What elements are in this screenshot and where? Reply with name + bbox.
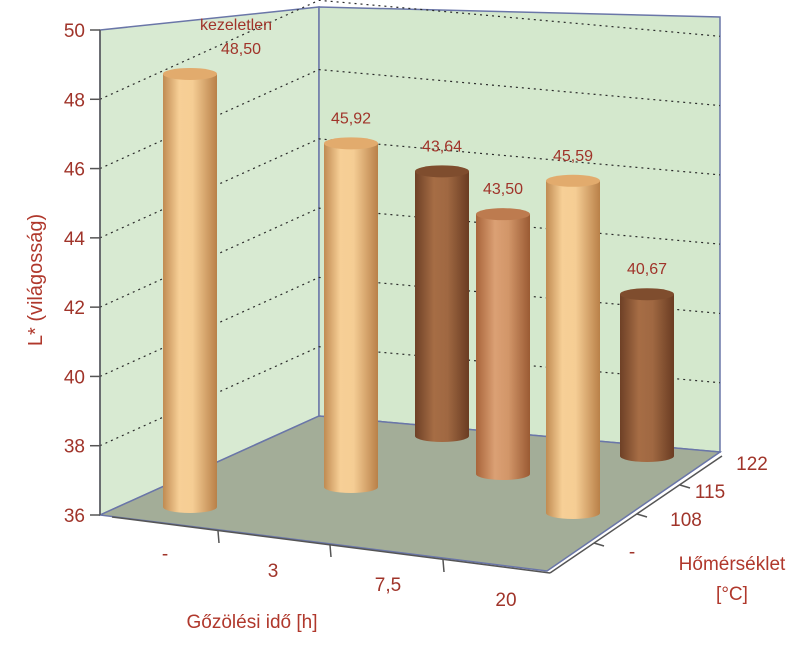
- bar-value-label: 45,59: [553, 148, 593, 165]
- gridline: [99, 346, 721, 447]
- bar-value-label: 43,64: [422, 138, 462, 155]
- x-tick-label: 7,5: [375, 575, 401, 596]
- x-tick-mark: [442, 559, 445, 573]
- z-tick-label: 122: [736, 454, 768, 475]
- x-ticks: - 3 7,5 20: [162, 530, 517, 611]
- x-tick-label: 3: [268, 561, 279, 582]
- gridline: [99, 138, 721, 239]
- value-labels: 43,64 40,67 43,50 48,50 kezeletlen 45,92 45,59: [200, 17, 667, 278]
- z-tick-mark: [679, 484, 691, 489]
- bar: [415, 165, 469, 443]
- bar-value-label: 43,50: [483, 181, 523, 198]
- z-ticks: - 108 115 122: [593, 454, 768, 563]
- bar-body: [476, 214, 530, 480]
- bars: [163, 67, 674, 519]
- y-tick-label: 40: [64, 367, 85, 388]
- gridline: [99, 207, 721, 308]
- bar: [476, 208, 530, 480]
- bar-body: [163, 73, 217, 513]
- y-axis-title: L* (világosság): [25, 214, 47, 346]
- z-tick-label: 108: [670, 510, 702, 531]
- y-tick-label: 46: [64, 160, 85, 181]
- x-tick-mark: [329, 544, 332, 558]
- y-tick-label: 38: [64, 437, 85, 458]
- x-axis-line: [111, 516, 551, 574]
- gridline: [99, 276, 721, 377]
- z-tick-mark: [636, 513, 648, 518]
- bar: [163, 67, 217, 513]
- bar-body: [620, 294, 674, 462]
- bar-note-label: kezeletlen: [200, 17, 272, 34]
- bar-value-label: 45,92: [331, 110, 371, 127]
- x-tick-label: -: [162, 544, 168, 565]
- bar-value-label: 48,50: [221, 41, 261, 58]
- z-tick-label: 115: [695, 482, 725, 503]
- y-tick-label: 42: [64, 298, 85, 319]
- bar-value-label: 40,67: [627, 261, 667, 278]
- bar-top: [415, 165, 469, 178]
- y-ticks: 36 38 40 42 44 46 48 50: [64, 21, 100, 527]
- bar-top: [163, 67, 217, 80]
- bar-top: [476, 208, 530, 221]
- bar-body: [324, 143, 378, 494]
- y-tick-label: 48: [64, 90, 85, 111]
- x-tick-label: 20: [495, 590, 516, 611]
- z-tick-label: -: [629, 542, 635, 563]
- bar: [620, 288, 674, 462]
- gridlines: [99, 0, 721, 447]
- z-tick-mark: [593, 542, 605, 547]
- z-axis-title-line1: Hőmérséklet: [679, 554, 786, 575]
- gridline: [99, 68, 721, 170]
- x-axis-title: Gőzölési idő [h]: [187, 612, 318, 633]
- bar-top: [324, 137, 378, 150]
- bar: [546, 174, 600, 519]
- x-tick-mark: [217, 530, 220, 544]
- gridline: [99, 0, 721, 100]
- bar-body: [415, 171, 469, 443]
- z-axis-line: [549, 455, 723, 574]
- z-axis-title-line2: [°C]: [716, 584, 748, 605]
- bar-body: [546, 180, 600, 519]
- y-tick-label: 50: [64, 21, 85, 42]
- bar-top: [546, 174, 600, 187]
- bar: [324, 137, 378, 494]
- y-tick-label: 44: [64, 229, 86, 250]
- bar-top: [620, 288, 674, 301]
- y-tick-label: 36: [64, 506, 85, 527]
